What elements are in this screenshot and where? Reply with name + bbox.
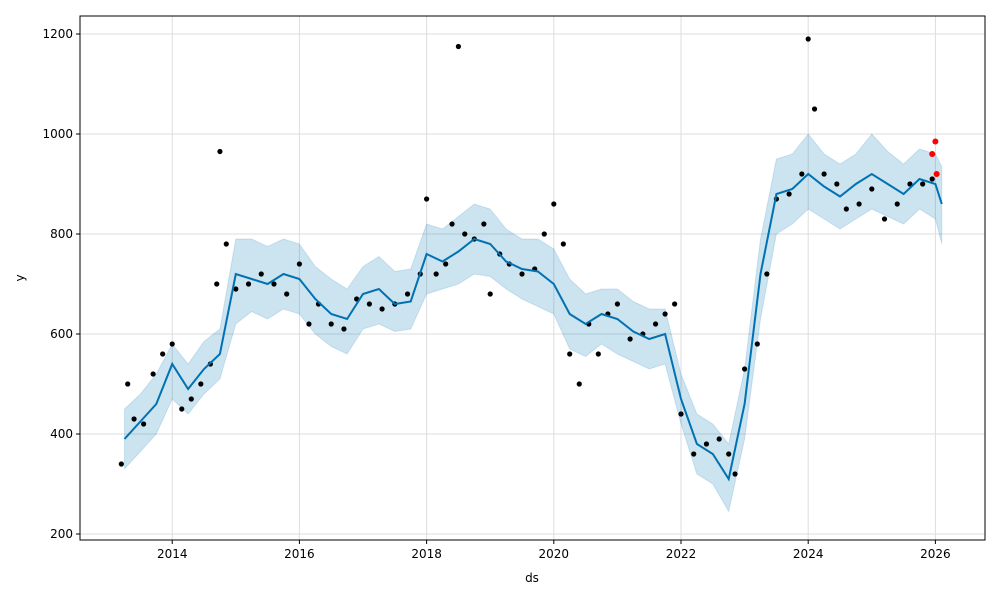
actual-point [576,381,582,387]
grid [80,16,985,540]
actual-point [462,231,468,237]
actual-point [907,181,913,187]
actual-point [223,241,229,247]
recent-point [929,151,936,157]
y-tick-label: 1200 [42,27,73,41]
actual-point [560,241,566,247]
actual-point [764,271,770,277]
actual-point [652,321,659,327]
actual-point [284,291,290,297]
y-tick-label: 400 [50,427,73,441]
actual-point [856,201,862,207]
y-tick-label: 200 [50,527,73,541]
actual-point [233,286,239,292]
actual-point [214,281,220,287]
actual-point [595,351,601,357]
actual-point [366,301,372,307]
actual-point [894,201,900,207]
x-tick-label: 2014 [157,547,188,561]
actual-point [627,336,633,342]
actual-point [404,291,411,297]
x-tick-label: 2016 [284,547,315,561]
recent-point [933,171,940,177]
forecast-line [123,172,943,482]
y-tick-label: 600 [50,327,73,341]
actual-point [306,321,312,327]
actual-point [245,281,252,287]
actual-point [920,181,926,187]
plot-frame [79,15,986,541]
x-axis-label: ds [525,571,539,585]
actual-point [869,186,875,192]
actual-point [198,381,204,387]
actual-point [541,231,547,237]
actual-point [614,301,621,307]
actual-point [131,416,137,422]
actual-point [160,351,166,357]
recent-points [929,138,940,177]
actual-point [455,43,462,50]
x-axis-ticks: 2014 2016 2018 2020 2022 2024 2026 [157,540,951,561]
y-axis-ticks: 200 400 600 800 1000 1200 [42,27,80,541]
x-tick-label: 2026 [920,547,951,561]
actual-point [519,271,525,277]
actual-point [881,216,888,222]
actual-point [821,171,827,177]
actual-point [834,181,840,187]
actual-point [691,451,697,457]
actual-point [929,176,935,182]
actual-point [805,36,811,42]
actual-point [726,451,732,457]
actual-point [811,106,818,112]
actual-point [754,341,760,347]
uncertainty-band-area [124,133,943,513]
actual-point [741,366,748,372]
actual-point [258,271,264,277]
actual-point [443,261,449,267]
actual-point [843,206,849,212]
x-tick-label: 2022 [666,547,697,561]
actual-point [125,381,131,387]
actual-point [118,461,124,467]
actual-point [169,341,175,347]
actual-point [487,291,493,297]
actual-point [716,436,722,442]
actual-point [271,281,277,287]
x-tick-label: 2020 [539,547,570,561]
actual-point [567,351,573,357]
actual-point [551,201,557,207]
actual-point [188,396,194,402]
actual-point [179,406,185,412]
actual-point [217,148,223,155]
y-tick-label: 800 [50,227,73,241]
uncertainty-band [124,133,943,513]
actual-point [328,321,334,327]
actual-point [449,221,455,227]
actual-point [786,191,792,197]
x-tick-label: 2024 [793,547,824,561]
actual-point [799,171,805,177]
actual-point [662,311,668,317]
actual-point [296,261,303,267]
actual-point [672,301,678,307]
forecast-line-path [123,172,943,482]
y-axis-label: y [13,274,27,281]
actual-point [424,196,430,202]
actual-point [481,221,487,227]
actual-point [341,326,347,332]
actual-point [140,421,147,427]
recent-point [932,138,939,145]
x-tick-label: 2018 [411,547,442,561]
actual-point [433,271,439,277]
actual-point [379,306,385,312]
actual-point [150,371,156,377]
actual-point [678,411,684,417]
y-tick-label: 1000 [42,127,73,141]
actual-point [732,471,738,477]
actual-point [703,441,710,447]
